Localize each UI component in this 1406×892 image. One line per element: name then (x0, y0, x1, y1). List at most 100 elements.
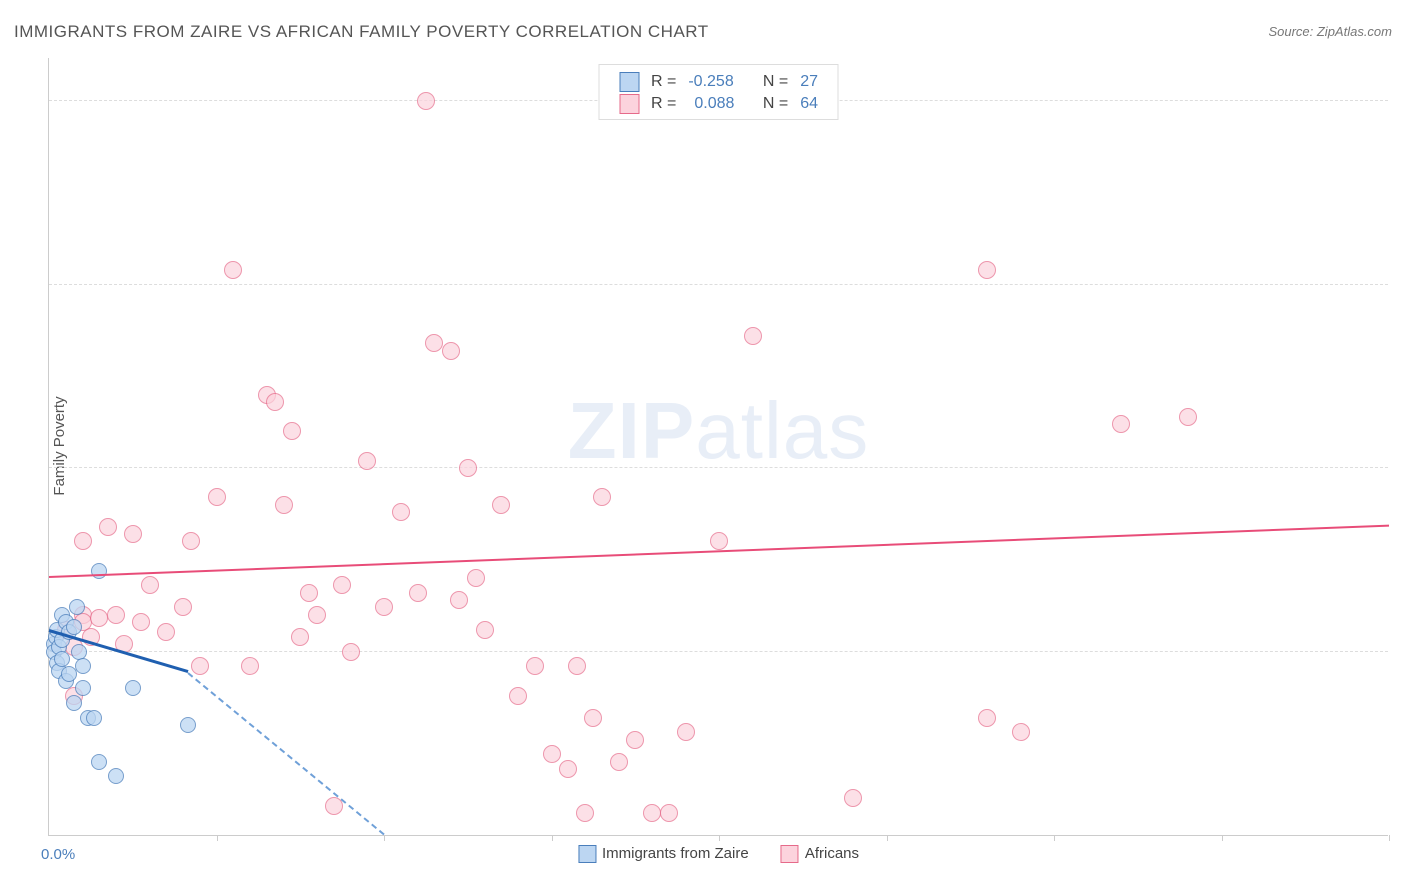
data-point-africans (559, 760, 577, 778)
data-point-zaire (86, 710, 102, 726)
swatch-africans-icon (781, 845, 799, 863)
watermark: ZIPatlas (568, 385, 869, 477)
data-point-africans (157, 623, 175, 641)
data-point-africans (492, 496, 510, 514)
data-point-africans (342, 643, 360, 661)
data-point-africans (308, 606, 326, 624)
data-point-africans (241, 657, 259, 675)
r-value-zaire: -0.258 (682, 71, 740, 93)
legend-label-zaire: Immigrants from Zaire (602, 845, 749, 862)
data-point-africans (568, 657, 586, 675)
data-point-zaire (91, 563, 107, 579)
data-point-africans (459, 459, 477, 477)
data-point-africans (99, 518, 117, 536)
x-tick (1054, 835, 1055, 841)
legend-row-africans: R = 0.088 N = 64 (613, 93, 824, 115)
x-axis-min-label: 0.0% (41, 846, 75, 863)
data-point-africans (417, 92, 435, 110)
data-point-africans (526, 657, 544, 675)
legend-item-africans: Africans (781, 845, 859, 862)
watermark-part1: ZIP (568, 386, 695, 475)
data-point-africans (1179, 408, 1197, 426)
data-point-africans (300, 584, 318, 602)
swatch-zaire-icon (578, 845, 596, 863)
data-point-africans (409, 584, 427, 602)
n-label: N = (757, 71, 794, 93)
data-point-africans (1112, 415, 1130, 433)
data-point-africans (182, 532, 200, 550)
x-tick (719, 835, 720, 841)
data-point-africans (978, 261, 996, 279)
data-point-africans (107, 606, 125, 624)
data-point-africans (744, 327, 762, 345)
data-point-africans (224, 261, 242, 279)
data-point-africans (74, 532, 92, 550)
source-name: ZipAtlas.com (1317, 24, 1392, 39)
legend-label-africans: Africans (805, 845, 859, 862)
chart-header: IMMIGRANTS FROM ZAIRE VS AFRICAN FAMILY … (14, 22, 1392, 50)
data-point-africans (425, 334, 443, 352)
data-point-africans (132, 613, 150, 631)
data-point-africans (375, 598, 393, 616)
scatter-plot-area: ZIPatlas R = -0.258 N = 27 R = 0.088 N =… (48, 58, 1388, 836)
data-point-zaire (180, 717, 196, 733)
gridline-h (49, 284, 1388, 285)
source-prefix: Source: (1268, 24, 1316, 39)
gridline-h (49, 651, 1388, 652)
data-point-africans (677, 723, 695, 741)
data-point-africans (576, 804, 594, 822)
data-point-africans (476, 621, 494, 639)
data-point-zaire (75, 680, 91, 696)
data-point-africans (626, 731, 644, 749)
data-point-africans (283, 422, 301, 440)
data-point-africans (978, 709, 996, 727)
swatch-zaire-icon (619, 72, 639, 92)
data-point-africans (509, 687, 527, 705)
data-point-zaire (66, 695, 82, 711)
data-point-africans (450, 591, 468, 609)
data-point-zaire (108, 768, 124, 784)
data-point-zaire (91, 754, 107, 770)
x-tick (552, 835, 553, 841)
watermark-part2: atlas (695, 386, 869, 475)
chart-title: IMMIGRANTS FROM ZAIRE VS AFRICAN FAMILY … (14, 22, 709, 41)
data-point-africans (610, 753, 628, 771)
x-tick (217, 835, 218, 841)
data-point-zaire (69, 599, 85, 615)
n-label: N = (757, 93, 794, 115)
data-point-zaire (66, 619, 82, 635)
data-point-africans (442, 342, 460, 360)
data-point-africans (174, 598, 192, 616)
source-attribution: Source: ZipAtlas.com (1268, 24, 1392, 39)
legend-row-zaire: R = -0.258 N = 27 (613, 71, 824, 93)
x-tick (887, 835, 888, 841)
data-point-africans (333, 576, 351, 594)
correlation-legend: R = -0.258 N = 27 R = 0.088 N = 64 (598, 64, 839, 120)
data-point-africans (643, 804, 661, 822)
data-point-africans (266, 393, 284, 411)
r-label: R = (645, 71, 682, 93)
x-tick (1222, 835, 1223, 841)
r-label: R = (645, 93, 682, 115)
data-point-africans (844, 789, 862, 807)
data-point-africans (191, 657, 209, 675)
data-point-zaire (54, 651, 70, 667)
data-point-africans (710, 532, 728, 550)
series-legend: Immigrants from Zaire Africans (564, 845, 873, 863)
data-point-africans (584, 709, 602, 727)
n-value-zaire: 27 (794, 71, 824, 93)
legend-item-zaire: Immigrants from Zaire (578, 845, 753, 862)
data-point-africans (660, 804, 678, 822)
data-point-africans (358, 452, 376, 470)
data-point-zaire (75, 658, 91, 674)
data-point-africans (593, 488, 611, 506)
data-point-africans (392, 503, 410, 521)
data-point-africans (467, 569, 485, 587)
data-point-africans (124, 525, 142, 543)
data-point-africans (90, 609, 108, 627)
data-point-zaire (125, 680, 141, 696)
data-point-zaire (71, 644, 87, 660)
n-value-africans: 64 (794, 93, 824, 115)
r-value-africans: 0.088 (682, 93, 740, 115)
x-tick (384, 835, 385, 841)
